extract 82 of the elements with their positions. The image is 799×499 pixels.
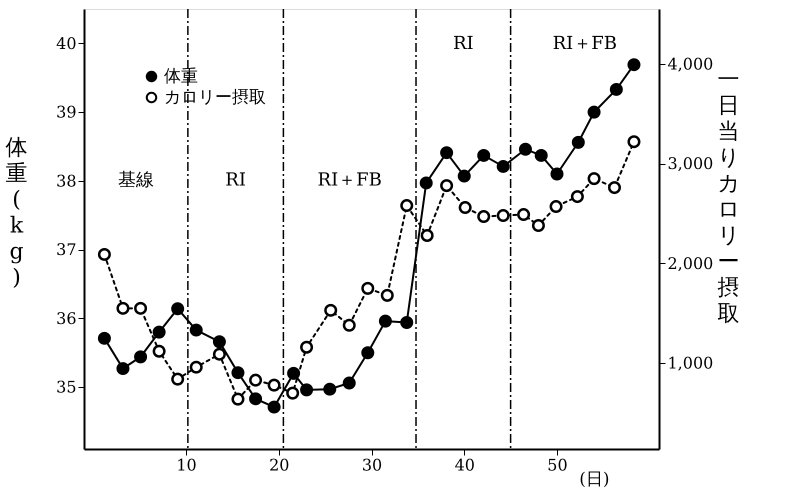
point	[420, 229, 434, 242]
annotation: RI	[452, 33, 474, 54]
point	[212, 335, 226, 348]
point	[550, 168, 564, 180]
point	[171, 302, 184, 316]
point	[440, 146, 454, 160]
y-tick-label: 40	[56, 34, 76, 53]
x-tick-label: 10	[176, 456, 197, 474]
point	[190, 324, 203, 337]
point	[324, 304, 338, 317]
point	[268, 378, 281, 392]
point	[152, 344, 166, 358]
annotation: RI＋FB	[552, 33, 617, 54]
point	[550, 200, 563, 214]
point	[268, 400, 281, 414]
point	[134, 302, 148, 315]
point	[361, 282, 374, 295]
point	[300, 383, 314, 396]
point	[588, 106, 601, 119]
point	[342, 376, 356, 390]
y2-tick-label: 4,000	[668, 54, 714, 74]
point	[300, 340, 314, 354]
point	[171, 372, 184, 386]
point	[231, 366, 244, 380]
x-tick-label: 50	[547, 456, 568, 474]
point	[610, 82, 623, 96]
point	[532, 219, 545, 232]
point	[608, 181, 621, 194]
point	[420, 176, 433, 190]
x-tick-label: 30	[362, 456, 382, 474]
point	[477, 210, 490, 224]
annotation: RI	[225, 170, 246, 191]
x-tick-label: 20	[269, 456, 290, 474]
text: 一日当りカロリー摂取	[718, 68, 740, 326]
point	[458, 170, 471, 183]
point	[458, 201, 472, 214]
legend-label: 体重	[164, 66, 198, 86]
point	[517, 208, 530, 222]
point	[342, 318, 356, 332]
point	[400, 316, 414, 329]
y2-tick-label: 1,000	[668, 354, 714, 373]
x-tick-label: 40	[454, 456, 475, 474]
point	[496, 209, 510, 222]
point	[231, 392, 244, 406]
y-tick-label: 37	[56, 240, 76, 260]
y-tick-label: 39	[56, 102, 76, 122]
point	[534, 148, 548, 162]
point	[627, 135, 640, 148]
point	[518, 142, 532, 156]
point	[572, 136, 585, 149]
point	[286, 386, 300, 400]
y2-tick-label: 2,000	[668, 254, 714, 273]
point	[287, 366, 300, 380]
point	[116, 362, 130, 376]
point	[190, 360, 203, 374]
y2-tick-label: 3,000	[668, 154, 714, 174]
annotation: RI＋FB	[318, 170, 382, 191]
point	[212, 348, 226, 361]
point	[134, 350, 148, 364]
y-tick-label: 36	[56, 308, 76, 328]
point	[152, 326, 166, 339]
point	[249, 374, 262, 387]
point	[249, 392, 262, 406]
point	[570, 190, 584, 204]
y-tick-label: 38	[56, 171, 76, 190]
point	[378, 314, 392, 328]
point	[98, 332, 111, 345]
point	[116, 302, 130, 315]
point	[323, 382, 336, 396]
annotation: 基線	[118, 170, 154, 191]
point	[98, 248, 111, 261]
y-tick-label: 35	[56, 378, 76, 397]
point	[627, 58, 640, 72]
y-axis-title: 体重(kg)	[6, 136, 28, 290]
x-axis-title: (日)	[579, 470, 610, 490]
point	[496, 160, 510, 173]
point	[588, 172, 601, 186]
point	[361, 346, 374, 360]
point	[400, 199, 414, 212]
point	[440, 179, 454, 192]
point	[477, 148, 490, 162]
point	[380, 288, 394, 302]
